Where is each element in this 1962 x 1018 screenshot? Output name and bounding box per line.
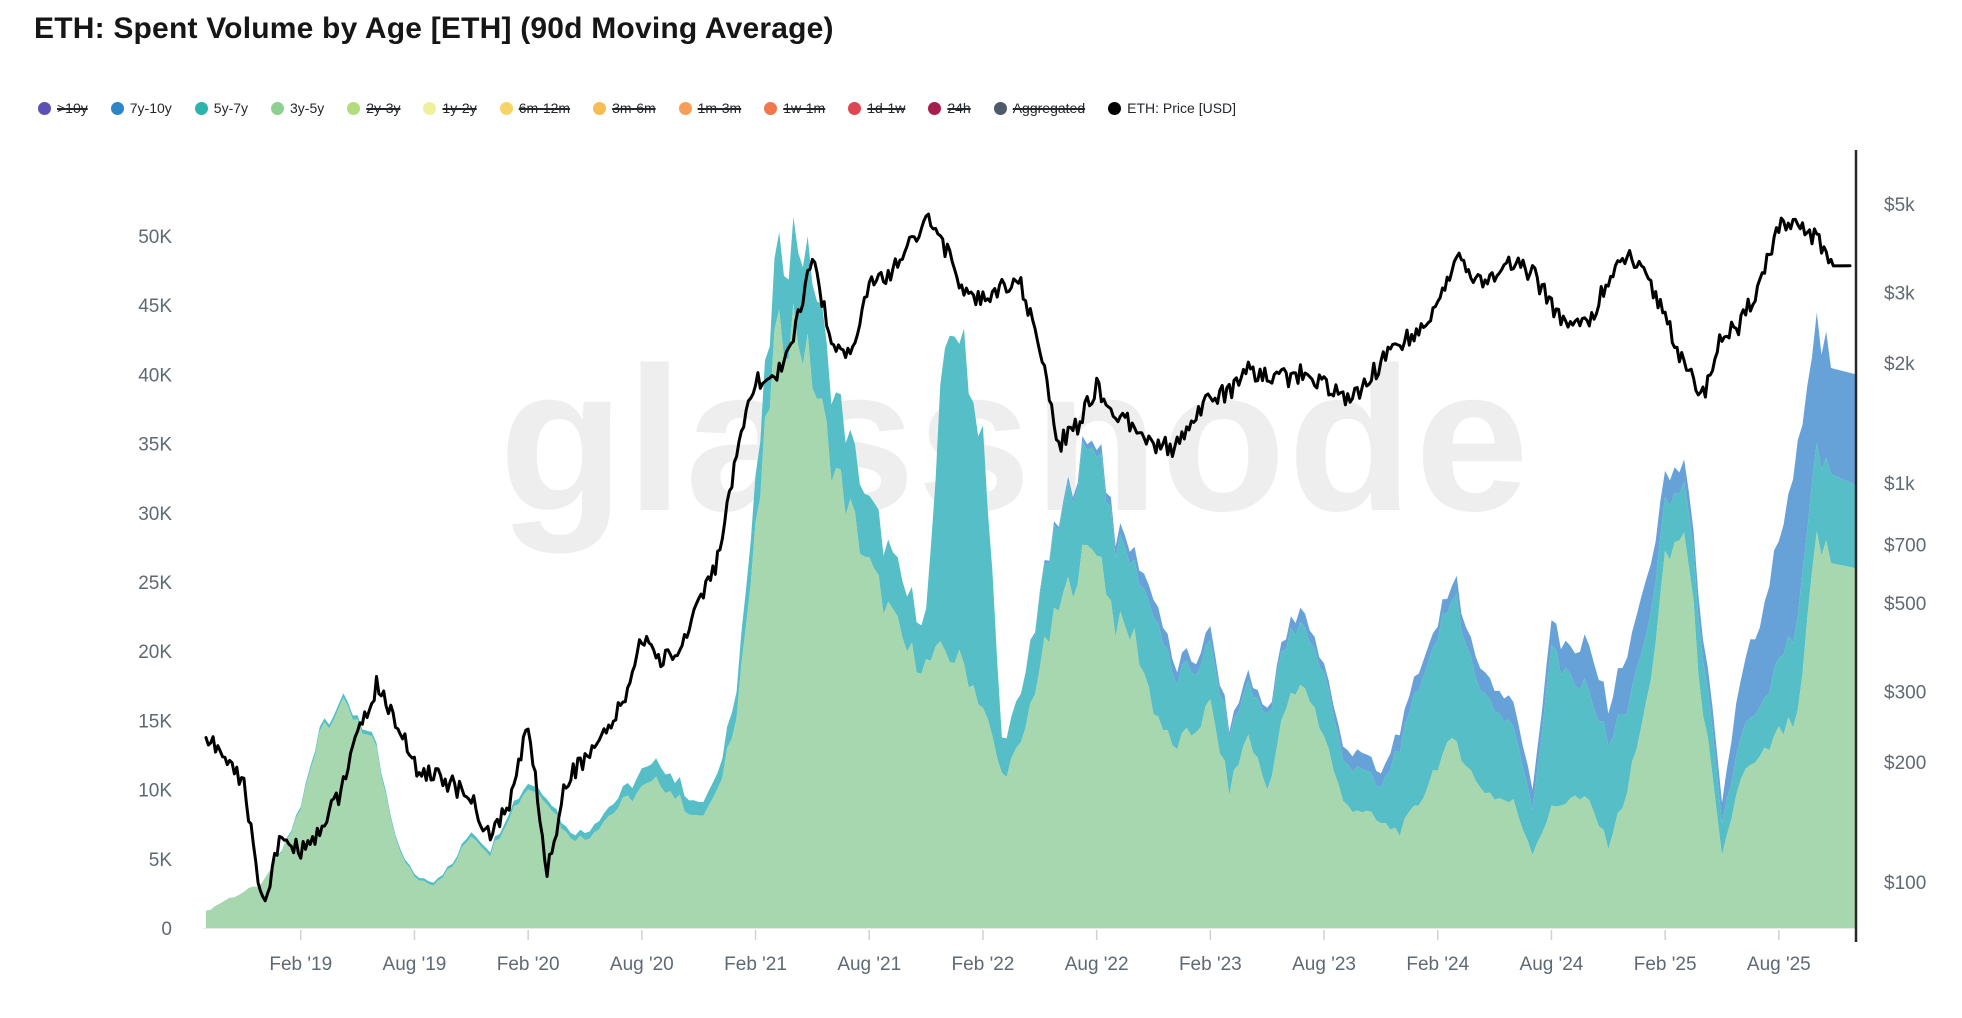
left-axis-tick-label: 40K [138, 365, 172, 386]
legend-item-aggregated[interactable]: Aggregated [993, 100, 1086, 116]
legend-item-label: 6m-12m [518, 100, 571, 116]
legend-item-6m-12m[interactable]: 6m-12m [499, 100, 571, 116]
x-axis-tick-label: Aug '24 [1520, 954, 1584, 975]
volume-area-5y-7y [206, 216, 1856, 911]
legend-item-label: 3m-6m [612, 100, 656, 116]
left-axis-tick-label: 45K [138, 296, 172, 317]
right-axis-tick-label: $200 [1884, 753, 1926, 774]
legend-item-label: 24h [947, 100, 971, 116]
legend-color-dot [194, 101, 208, 115]
legend-color-dot [764, 101, 778, 115]
right-axis-tick-label: $2k [1884, 354, 1915, 375]
legend-item-label: >10y [57, 100, 88, 116]
left-axis-tick-label: 10K [138, 781, 172, 802]
x-axis-tick-label: Aug '19 [383, 954, 447, 975]
right-axis-tick-label: $500 [1884, 594, 1926, 615]
legend-item-label: 1y-2y [442, 100, 477, 116]
volume-area-3y-5y [206, 303, 1856, 928]
left-axis-tick-label: 30K [138, 504, 172, 525]
legend-item-2y-3y[interactable]: 2y-3y [347, 100, 400, 116]
legend-item-1w-1m[interactable]: 1w-1m [764, 100, 825, 116]
legend-item-1y-2y[interactable]: 1y-2y [423, 100, 477, 116]
chart-legend: >10y 7y-10y 5y-7y 3y-5y 2y-3y 1y-2y 6m-12m 3m-6… [38, 100, 1236, 116]
legend-item--10y[interactable]: >10y [38, 100, 88, 116]
left-axis-tick-label: 35K [138, 435, 172, 456]
legend-color-dot [110, 101, 124, 115]
legend-color-dot [347, 101, 361, 115]
legend-item-label: 2y-3y [366, 100, 401, 116]
x-axis-tick-label: Feb '24 [1406, 954, 1469, 975]
right-axis-tick-label: $100 [1884, 873, 1926, 894]
chart-title: ETH: Spent Volume by Age [ETH] (90d Movi… [34, 12, 834, 45]
eth-price-line [204, 212, 1852, 903]
legend-item-5y-7y[interactable]: 5y-7y [194, 100, 249, 116]
legend-color-dot [423, 101, 437, 115]
legend-item-label: 1w-1m [783, 100, 826, 116]
left-axis-tick-label: 5K [149, 850, 173, 871]
right-axis-tick-label: $5k [1884, 195, 1915, 216]
x-axis-tick-label: Aug '20 [610, 954, 674, 975]
x-axis-tick-label: Feb '21 [724, 954, 787, 975]
legend-item-label: 3y-5y [290, 100, 325, 116]
right-axis-tick-label: $300 [1884, 683, 1926, 704]
legend-color-dot [593, 101, 607, 115]
legend-color-dot [499, 101, 513, 115]
legend-item-label: ETH: Price [USD] [1127, 100, 1237, 116]
left-axis-tick-label: 50K [138, 227, 172, 248]
left-axis-tick-label: 25K [138, 573, 172, 594]
legend-item-label: 7y-10y [129, 100, 172, 116]
x-axis-tick-label: Aug '25 [1747, 954, 1811, 975]
legend-item-1m-3m[interactable]: 1m-3m [678, 100, 742, 116]
legend-color-dot [993, 101, 1007, 115]
legend-item-label: 5y-7y [213, 100, 249, 116]
left-axis-tick-label: 15K [138, 711, 172, 732]
right-axis-tick-label: $1k [1884, 474, 1915, 495]
x-axis-tick-label: Feb '23 [1179, 954, 1242, 975]
legend-color-dot [1108, 101, 1122, 115]
legend-color-dot [38, 101, 51, 115]
left-axis-tick-label: 0 [161, 919, 172, 940]
x-axis-tick-label: Aug '21 [837, 954, 901, 975]
legend-item-3m-6m[interactable]: 3m-6m [593, 100, 656, 116]
legend-item-label: 1m-3m [697, 100, 742, 116]
right-axis-tick-label: $700 [1884, 536, 1926, 557]
x-axis-tick-label: Feb '20 [497, 954, 560, 975]
legend-item-label: Aggregated [1012, 100, 1086, 116]
legend-item-eth-price-usd-[interactable]: ETH: Price [USD] [1108, 100, 1236, 116]
x-axis-tick-label: Feb '22 [952, 954, 1015, 975]
x-axis-tick-label: Feb '25 [1634, 954, 1697, 975]
right-axis-tick-label: $3k [1884, 284, 1915, 305]
x-axis-tick-label: Aug '22 [1065, 954, 1129, 975]
x-axis-tick-label: Feb '19 [269, 954, 332, 975]
legend-color-dot [271, 101, 285, 115]
legend-item-7y-10y[interactable]: 7y-10y [110, 100, 172, 116]
x-axis-tick-label: Aug '23 [1292, 954, 1356, 975]
glassnode-watermark: glassnode [499, 325, 1531, 554]
legend-item-label: 1d-1w [867, 100, 906, 116]
legend-color-dot [848, 101, 862, 115]
legend-color-dot [928, 101, 942, 115]
legend-item-3y-5y[interactable]: 3y-5y [271, 100, 324, 116]
legend-item-1d-1w[interactable]: 1d-1w [848, 100, 905, 116]
legend-item-24h[interactable]: 24h [928, 100, 971, 116]
legend-color-dot [678, 101, 692, 115]
left-axis-tick-label: 20K [138, 642, 172, 663]
